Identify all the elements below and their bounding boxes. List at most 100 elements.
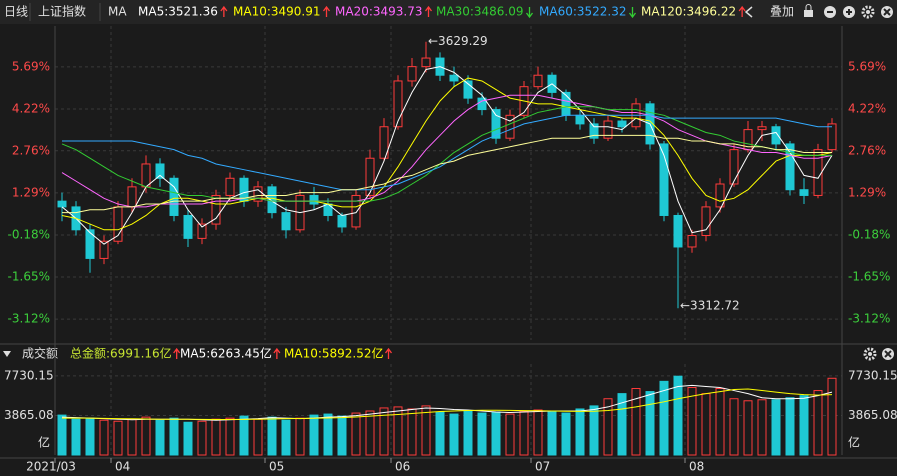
- volume-bar: [337, 415, 347, 456]
- volume-bar: [211, 418, 221, 456]
- volume-bar: [603, 398, 613, 456]
- candle-body: [575, 114, 585, 125]
- trend-arrow: [220, 5, 228, 17]
- period-tab[interactable]: 日线: [4, 5, 28, 19]
- settings-icon[interactable]: [863, 347, 877, 361]
- y-tick-label-right: 7730.15: [848, 368, 897, 382]
- candle-body: [757, 126, 767, 131]
- volume-bar: [463, 410, 473, 456]
- y-tick-label: 4.22%: [12, 102, 50, 116]
- close-icon[interactable]: [881, 6, 893, 18]
- y-tick-label: 2.76%: [12, 143, 50, 157]
- volume-bar: [113, 420, 123, 456]
- candle-body: [169, 177, 179, 216]
- candle-body: [449, 74, 459, 82]
- volume-bar: [169, 417, 179, 456]
- y-tick-label: 5.69%: [12, 59, 50, 73]
- volume-bar: [491, 411, 501, 456]
- candle-body: [827, 123, 837, 151]
- x-tick-label: 2021/03: [26, 460, 76, 474]
- back-icon[interactable]: [744, 6, 753, 18]
- trend-arrow: [173, 347, 181, 359]
- volume-title: 成交额: [22, 346, 58, 361]
- price-annotation: ←3629.29: [428, 34, 488, 48]
- y-tick-label-right: 4.22%: [848, 102, 886, 116]
- volume-bar: [155, 419, 165, 456]
- volume-bar: [673, 375, 683, 456]
- candle-body: [771, 126, 781, 145]
- x-tick-label: 04: [115, 460, 130, 474]
- candle-body: [463, 80, 473, 99]
- volume-bar: [197, 420, 207, 456]
- candle-body: [421, 57, 431, 68]
- volume-bar: [281, 419, 291, 456]
- collapse-icon[interactable]: [3, 351, 11, 357]
- candle-body: [603, 120, 613, 139]
- volume-bar: [435, 411, 445, 456]
- volume-bar: [743, 400, 753, 456]
- y-tick-label: 1.29%: [12, 185, 50, 199]
- minus-icon[interactable]: [824, 6, 836, 18]
- volume-bar: [547, 410, 557, 456]
- volume-bar: [645, 391, 655, 456]
- plus-icon[interactable]: [843, 6, 855, 18]
- candle-body: [127, 186, 137, 208]
- settings-icon[interactable]: [861, 5, 875, 19]
- y-tick-label: -0.18%: [8, 227, 50, 241]
- legend-entry: MA30:3486.09: [436, 5, 524, 19]
- index-name[interactable]: 上证指数: [38, 4, 86, 19]
- candle-body: [589, 123, 599, 139]
- x-tick-label: 05: [269, 460, 284, 474]
- candle-body: [309, 194, 319, 205]
- volume-bar: [477, 412, 487, 456]
- candle-body: [197, 223, 207, 239]
- volume-bar: [379, 407, 389, 456]
- overlay-button[interactable]: 叠加: [770, 5, 794, 19]
- top-bar: [0, 0, 897, 24]
- volume-ma-line: [62, 388, 833, 421]
- candle-body: [365, 157, 375, 196]
- candle-body: [267, 186, 277, 214]
- legend-entry: MA20:3493.73: [335, 5, 423, 19]
- volume-bar: [505, 413, 515, 456]
- candle-body: [533, 74, 543, 88]
- y-tick-label: 7730.15: [4, 368, 54, 382]
- legend-entry: MA10:3490.91: [233, 5, 321, 19]
- volume-bar: [239, 415, 249, 456]
- ma-line: [61, 106, 832, 202]
- trend-arrow: [273, 347, 281, 359]
- y-tick-label: -3.12%: [8, 312, 50, 326]
- volume-bar: [365, 410, 375, 456]
- lock-icon[interactable]: [804, 4, 813, 18]
- volume-bar: [771, 399, 781, 456]
- volume-bar: [71, 418, 81, 456]
- y-tick-label-right: 1.29%: [848, 185, 886, 199]
- close-icon[interactable]: [882, 348, 894, 360]
- candle-body: [785, 143, 795, 191]
- volume-bar: [729, 398, 739, 456]
- volume-total: 总金额:6991.16亿: [70, 346, 172, 361]
- legend-entry: MA5:3521.36: [138, 5, 218, 19]
- volume-bar: [309, 414, 319, 456]
- volume-bar: [421, 405, 431, 456]
- candle-body: [505, 114, 515, 139]
- volume-bar: [253, 418, 263, 456]
- candle-body: [701, 206, 711, 237]
- indicator-name[interactable]: MA: [108, 5, 127, 19]
- price-annotation: ←3312.72: [680, 299, 740, 313]
- volume-bar: [127, 418, 137, 456]
- trend-arrow: [738, 5, 746, 17]
- volume-bar: [799, 395, 809, 456]
- volume-bar: [827, 377, 837, 456]
- volume-bar: [519, 410, 529, 456]
- candle-body: [57, 200, 67, 208]
- volume-bar: [659, 380, 669, 456]
- candle-body: [659, 143, 669, 216]
- x-tick-label: 08: [689, 460, 704, 474]
- candle-body: [85, 229, 95, 259]
- y-tick-label-right: 5.69%: [848, 59, 886, 73]
- legend-entry: MA5:6263.45亿: [180, 346, 272, 361]
- y-tick-label: 3865.08: [4, 408, 54, 422]
